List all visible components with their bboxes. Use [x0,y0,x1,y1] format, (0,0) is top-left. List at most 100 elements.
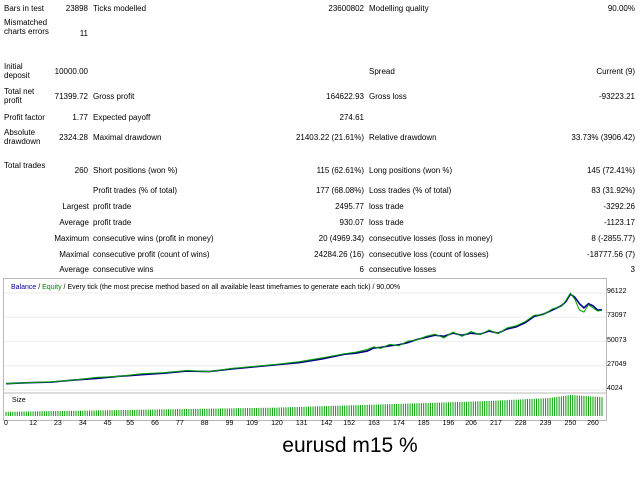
maximal-drawdown-label: Maximal drawdown [93,133,162,142]
x-tick-label: 88 [200,420,209,427]
initial-deposit-value: 10000.00 [54,67,88,76]
spread-value: Current (9) [596,67,635,76]
x-tick-label: 163 [368,420,380,427]
gross-loss-value: -93223.21 [598,92,635,101]
ticks-modelled-label: Ticks modelled [93,4,147,13]
expected-payoff-value: 274.61 [339,113,364,122]
x-tick-label: 12 [29,420,37,427]
x-tick-label: 23 [54,420,62,427]
average-loss-label: loss trade [369,218,404,227]
x-tick-label: 228 [514,420,527,427]
avg-cons-wins-label: consecutive wins [93,265,154,274]
balance-chart-area: Balance / Equity / Every tick (the most … [0,277,640,432]
x-tick-label: 174 [392,420,405,427]
gross-profit-label: Gross profit [93,92,135,101]
x-tick-label: 131 [295,420,308,427]
x-tick-label: 206 [465,420,477,427]
legend-separator: / [36,284,43,291]
expected-payoff-label: Expected payoff [93,113,151,122]
gross-profit-value: 164622.93 [326,92,364,101]
loss-trades-value: 83 (31.92%) [591,186,635,195]
largest-label: Largest [62,202,89,211]
chart-frame: Balance / Equity / Every tick (the most … [3,278,607,421]
bars-in-test-label: Bars in test [4,4,45,13]
initial-deposit-label: Initial deposit [4,62,30,80]
avg-cons-losses-value: 3 [630,265,635,274]
modelling-quality-value: 90.00% [607,4,635,13]
ticks-modelled-value: 23600802 [328,4,364,13]
mismatched-label: Mismatched charts errors [4,18,49,36]
modelling-quality-label: Modelling quality [369,4,429,13]
total-trades-label: Total trades [4,161,46,170]
total-net-profit-label: Total net profit [4,87,35,105]
chart-legend: Balance / Equity / Every tick (the most … [11,284,400,291]
y-tick-label: 50073 [607,336,627,344]
mismatched-value: 11 [79,29,88,38]
largest-loss-value: -3292.26 [603,202,635,211]
balance-chart [4,292,606,416]
maximal-cons-profit-value: 24284.26 (16) [314,250,364,259]
maximal-label: Maximal [59,250,89,259]
x-tick-label: 45 [103,420,112,427]
equity-line [5,292,603,385]
profit-trades-value: 177 (68.08%) [315,186,364,195]
long-positions-label: Long positions (won %) [369,166,453,175]
x-tick-label: 55 [126,420,135,427]
bars-in-test-value: 23898 [65,4,88,13]
relative-drawdown-label: Relative drawdown [369,133,437,142]
average-cons-label: Average [59,265,89,274]
x-tick-label: 120 [271,420,283,427]
average-loss-value: -1123.17 [604,218,635,227]
size-panel-label: Size [12,397,26,404]
spread-label: Spread [369,67,395,76]
absolute-drawdown-value: 2324.28 [59,133,88,142]
x-tick-label: 152 [343,420,355,427]
profit-trades-label: Profit trades (% of total) [93,186,178,195]
y-tick-label: 73097 [607,312,627,320]
largest-profit-label: profit trade [93,202,132,211]
avg-cons-losses-label: consecutive losses [369,265,437,274]
maximal-cons-profit-label: consecutive profit (count of wins) [93,250,210,259]
total-net-profit-value: 71399.72 [54,92,88,101]
legend-equity: Equity [42,284,62,291]
maximal-cons-loss-value: -18777.56 (7) [586,250,635,259]
largest-loss-label: loss trade [369,202,404,211]
average-profit-value: 930.07 [339,218,364,227]
balance-line [5,293,602,385]
maximum-label: Maximum [54,234,89,243]
y-tick-label: 96122 [607,288,627,295]
y-tick-label: 4024 [607,385,623,392]
x-tick-label: 239 [539,420,552,427]
max-cons-wins-label: consecutive wins (profit in money) [93,234,214,243]
profit-factor-label: Profit factor [4,113,45,122]
average-label: Average [59,218,89,227]
max-cons-losses-value: 8 (-2855.77) [591,234,635,243]
x-tick-label: 196 [442,420,455,427]
max-cons-wins-value: 20 (4969.34) [318,234,364,243]
largest-profit-value: 2495.77 [335,202,364,211]
y-tick-label: 27049 [607,360,627,368]
x-tick-label: 0 [4,420,8,427]
x-tick-label: 77 [175,420,184,427]
x-tick-label: 142 [320,420,333,427]
legend-balance: Balance [11,284,37,291]
chart-caption: eurusd m15 % [282,434,418,457]
total-trades-value: 260 [74,166,88,175]
legend-description: / Every tick (the most precise method ba… [61,284,401,291]
x-tick-label: 99 [225,420,234,427]
profit-factor-value: 1.77 [72,113,88,122]
average-profit-label: profit trade [93,218,132,227]
avg-cons-wins-value: 6 [359,265,364,274]
loss-trades-label: Loss trades (% of total) [369,186,452,195]
gross-loss-label: Gross loss [369,92,407,101]
x-tick-label: 217 [490,420,502,427]
long-positions-value: 145 (72.41%) [586,166,635,175]
relative-drawdown-value: 33.73% (3906.42) [571,133,635,142]
x-tick-label: 250 [564,420,577,427]
absolute-drawdown-label: Absolute drawdown [4,128,41,146]
max-cons-losses-label: consecutive losses (loss in money) [369,234,493,243]
x-tick-label: 66 [151,420,159,427]
short-positions-label: Short positions (won %) [93,166,178,175]
test-report: Bars in test 23898 Ticks modelled 236008… [4,4,635,274]
maximal-drawdown-value: 21403.22 (21.61%) [295,133,364,142]
